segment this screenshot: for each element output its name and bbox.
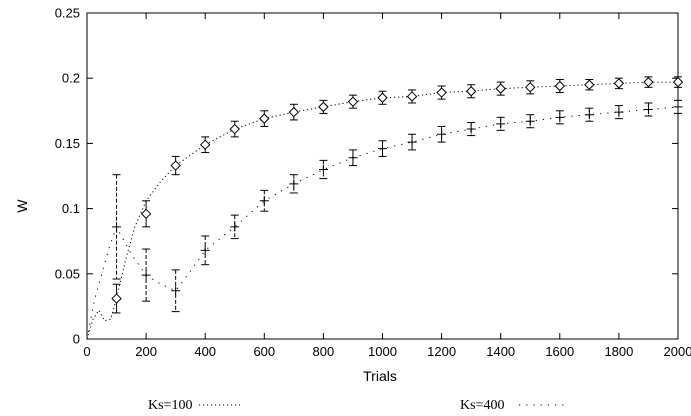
error-bar xyxy=(230,214,239,240)
plus-marker xyxy=(584,110,594,120)
legend-item-1: Ks=100 xyxy=(148,398,240,413)
x-tick-label: 1000 xyxy=(368,344,397,359)
series-group xyxy=(86,76,684,340)
x-tick-label: 600 xyxy=(253,344,275,359)
diamond-marker xyxy=(406,91,418,102)
x-tick-label: 0 xyxy=(83,344,90,359)
series-1 xyxy=(86,76,684,340)
error-bar xyxy=(112,174,121,280)
plus-marker xyxy=(437,129,447,139)
plus-marker xyxy=(466,124,476,134)
y-tick-label: 0.15 xyxy=(55,136,80,151)
diamond-marker xyxy=(170,160,181,171)
diamond-marker xyxy=(229,123,240,135)
x-tick-label: 2000 xyxy=(664,344,691,359)
plus-marker xyxy=(318,164,328,174)
diamond-marker xyxy=(140,208,152,220)
diamond-marker xyxy=(288,106,300,118)
axis-labels: Trials W xyxy=(14,199,397,384)
diamond-marker xyxy=(554,80,566,92)
plus-marker xyxy=(112,222,122,232)
diamond-marker xyxy=(613,78,625,89)
x-tick-label: 200 xyxy=(135,344,157,359)
plus-marker xyxy=(525,116,535,126)
plus-marker xyxy=(378,144,387,154)
y-axis-title: W xyxy=(14,199,30,213)
x-tick-label: 1200 xyxy=(427,344,456,359)
plus-marker xyxy=(407,137,417,147)
plus-marker xyxy=(496,119,506,129)
y-tick-label: 0.1 xyxy=(62,201,80,216)
plus-marker xyxy=(230,222,240,232)
plus-marker xyxy=(141,270,151,280)
diamond-marker xyxy=(525,82,536,93)
diamond-marker xyxy=(318,101,329,113)
diamond-marker xyxy=(465,86,477,97)
diamond-marker xyxy=(643,76,654,88)
y-tick-label: 0.05 xyxy=(55,266,80,281)
diamond-marker xyxy=(111,293,122,304)
plus-marker xyxy=(614,107,624,117)
legend-label: Ks=100 xyxy=(148,398,192,413)
legend: Ks=100 Ks=400 xyxy=(148,398,566,413)
error-bar xyxy=(260,189,269,212)
diamond-marker xyxy=(495,83,506,94)
plus-marker xyxy=(171,286,181,296)
plus-marker xyxy=(673,102,683,112)
plus-marker xyxy=(259,196,269,206)
legend-item-2: Ks=400 xyxy=(460,398,566,413)
series-2 xyxy=(86,99,683,340)
x-axis-title: Trials xyxy=(363,368,397,384)
plus-marker xyxy=(200,245,210,255)
diamond-marker xyxy=(259,113,270,124)
plus-marker xyxy=(289,179,299,189)
x-tick-label: 800 xyxy=(313,344,335,359)
plus-marker xyxy=(555,112,565,122)
plus-marker xyxy=(348,153,358,163)
diamond-marker xyxy=(347,96,359,107)
diamond-marker xyxy=(199,139,211,150)
x-tick-label: 1800 xyxy=(604,344,633,359)
diamond-marker xyxy=(436,87,447,98)
diamond-marker xyxy=(584,79,595,90)
y-tick-label: 0.2 xyxy=(62,71,80,86)
x-tick-label: 400 xyxy=(194,344,216,359)
y-tick-label: 0.25 xyxy=(55,6,80,21)
axis-ticks: 0 200 400 600 800 1000 1200 1400 1600 1800 2000 0 0.… xyxy=(55,6,691,360)
diamond-marker xyxy=(377,92,388,103)
x-tick-label: 1600 xyxy=(545,344,574,359)
plus-marker xyxy=(643,104,653,114)
diamond-marker xyxy=(672,76,684,88)
y-tick-label: 0 xyxy=(73,332,80,347)
legend-label: Ks=400 xyxy=(460,398,504,413)
x-tick-label: 1400 xyxy=(486,344,515,359)
